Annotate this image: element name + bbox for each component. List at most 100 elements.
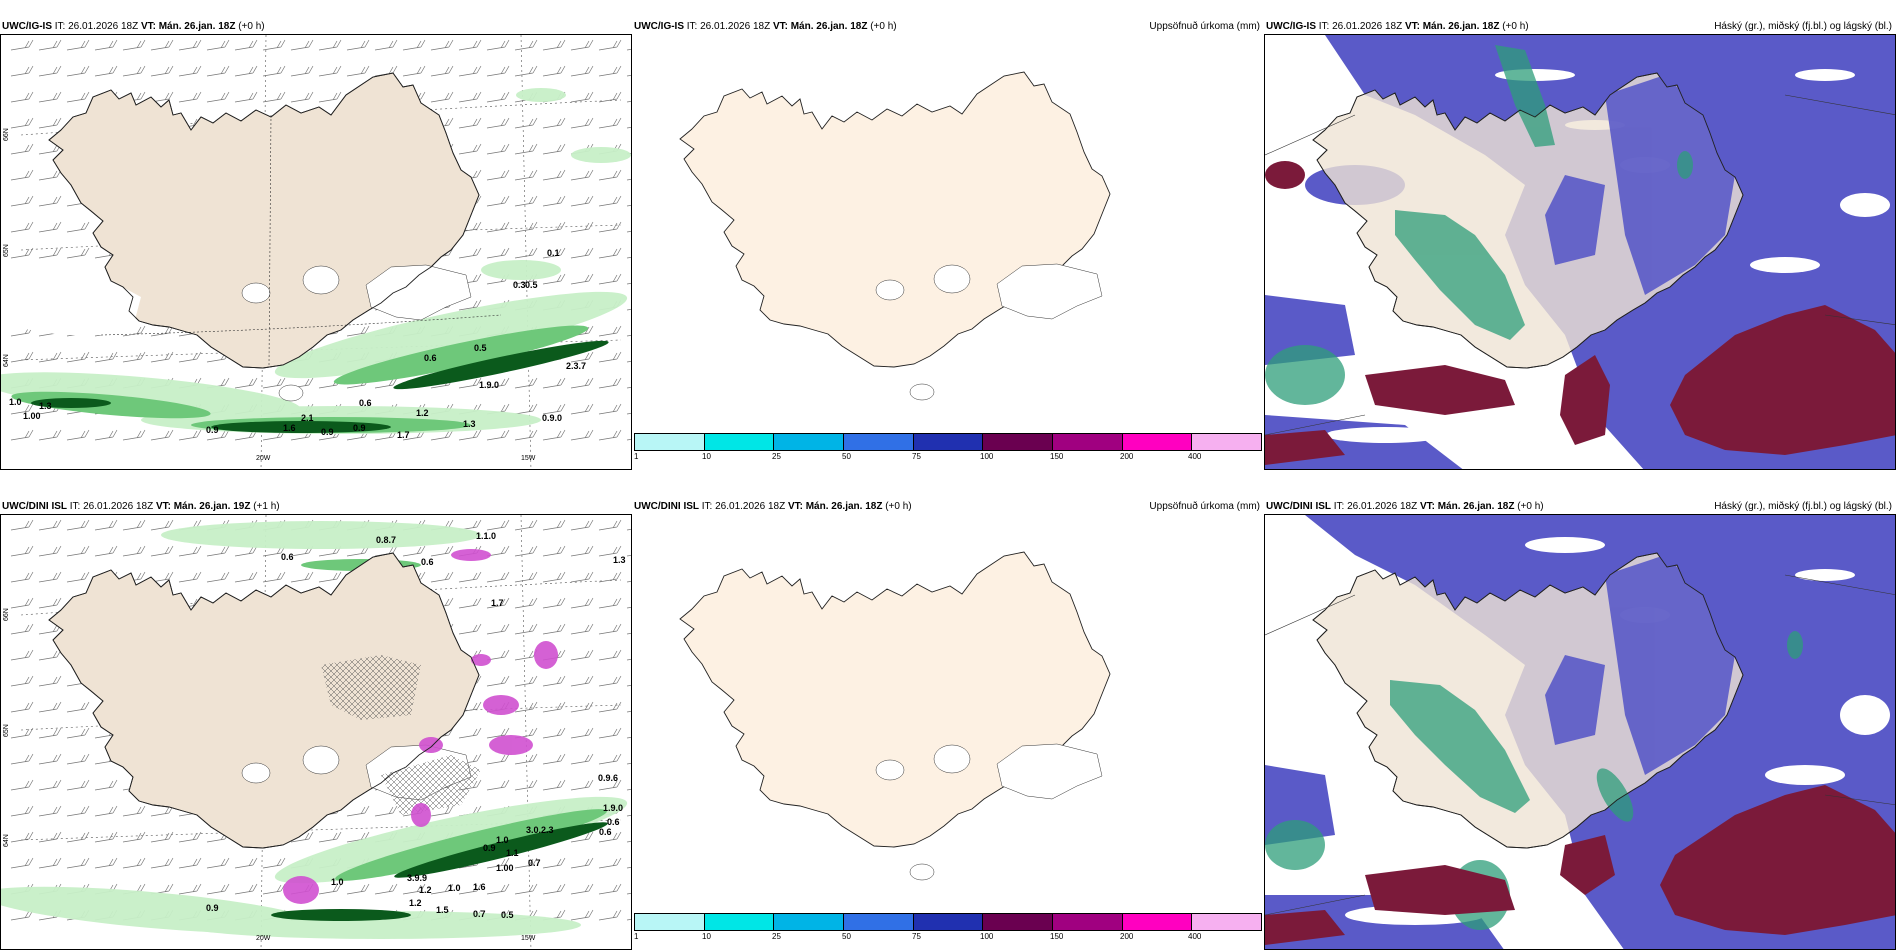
model-name: UWC/IG-IS — [1266, 21, 1316, 32]
wind-barb — [262, 883, 286, 895]
map-frame[interactable] — [1264, 514, 1896, 950]
wind-barb — [122, 429, 146, 441]
map-frame[interactable] — [632, 34, 1264, 434]
precip-value: 1.3 — [463, 419, 476, 429]
wind-barb — [290, 831, 314, 843]
wind-barb — [10, 805, 34, 817]
wind-barb — [486, 675, 510, 687]
wind-barb — [458, 571, 482, 583]
wind-barb — [542, 597, 566, 609]
precip-value: 0.9 — [206, 903, 219, 913]
wind-barb — [598, 701, 622, 713]
wind-barb — [10, 429, 34, 441]
wind-barb — [570, 623, 594, 635]
map-frame[interactable] — [1264, 34, 1896, 470]
wind-barb — [626, 554, 631, 557]
wind-barb — [542, 753, 566, 765]
wind-barb — [178, 39, 202, 51]
wind-barb — [38, 831, 62, 843]
wind-barb — [514, 623, 538, 635]
wind-barb — [10, 195, 34, 207]
model-name: UWC/DINI ISL — [2, 501, 67, 512]
wind-barb — [10, 403, 34, 415]
wind-barb — [10, 727, 34, 739]
panel-bottom-right: UWC/DINI ISL IT: 26.01.2026 18Z VT: Mán.… — [1264, 480, 1896, 950]
wind-barb — [514, 169, 538, 181]
wind-barb — [570, 403, 594, 415]
precip-value: 0.9 — [353, 423, 366, 433]
wind-barb — [234, 91, 258, 103]
wind-barb — [570, 753, 594, 765]
wind-barb — [598, 519, 622, 531]
wind-precip-map — [1, 35, 631, 469]
colorbar-label: 10 — [702, 452, 711, 461]
precip-value: 0.6 — [599, 827, 612, 837]
panel-title: UWC/IG-IS IT: 26.01.2026 18Z VT: Mán. 26… — [2, 21, 265, 33]
wind-barb — [626, 658, 631, 661]
wind-barb — [570, 909, 594, 921]
wind-barb — [542, 857, 566, 869]
wind-barb — [542, 117, 566, 129]
wind-barb — [598, 727, 622, 739]
wind-barb — [626, 126, 631, 129]
map-frame[interactable]: 0.6 0.8.7 1.1.0 0.6 1.3 1.7 0.9.6 1.9.0 … — [0, 514, 632, 950]
vt-label: VT: — [155, 501, 171, 512]
panel-top-left: UWC/IG-IS IT: 26.01.2026 18Z VT: Mán. 26… — [0, 0, 632, 470]
wind-barb — [122, 857, 146, 869]
lat-label: 66N — [3, 608, 10, 621]
wind-barb — [598, 649, 622, 661]
wind-barb — [430, 805, 454, 817]
colorbar-label: 10 — [702, 932, 711, 941]
wind-barb — [626, 438, 631, 441]
colorbar-segment — [1122, 914, 1193, 930]
wind-barb — [570, 377, 594, 389]
wind-barb — [598, 831, 622, 843]
wind-barb — [66, 247, 90, 259]
precip-map — [679, 551, 1111, 881]
wind-barb — [234, 39, 258, 51]
map-frame[interactable]: 0.1 0.3 0.5 0.6 0.5 2.3.7 1.9.0 0.6 1.3 … — [0, 34, 632, 470]
wind-barb — [290, 571, 314, 583]
wind-barb — [626, 580, 631, 583]
wind-barb — [570, 857, 594, 869]
wind-barb — [598, 169, 622, 181]
wind-barb — [598, 623, 622, 635]
wind-barb — [598, 377, 622, 389]
wind-barb — [626, 736, 631, 739]
wind-barb — [626, 178, 631, 181]
wind-barb — [514, 377, 538, 389]
map-frame[interactable] — [632, 514, 1264, 914]
wind-barb — [206, 857, 230, 869]
wind-barb — [486, 91, 510, 103]
wind-barb — [514, 519, 538, 531]
wind-barb — [178, 857, 202, 869]
wind-barb — [430, 545, 454, 557]
wind-barb — [38, 195, 62, 207]
wind-barb — [206, 545, 230, 557]
wind-barb — [514, 701, 538, 713]
wind-barb — [66, 805, 90, 817]
colorbar-segment — [774, 914, 845, 930]
panel-right-title: Háský (gr.), miðský (fj.bl.) og lágský (… — [1714, 501, 1892, 512]
model-name: UWC/DINI ISL — [1266, 501, 1331, 512]
precip-value: 0.6 — [281, 552, 294, 562]
wind-barb — [10, 571, 34, 583]
precip-value: 1.6 — [283, 423, 296, 433]
panel-right-title: Háský (gr.), miðský (fj.bl.) og lágský (… — [1714, 21, 1892, 32]
wind-barb — [122, 351, 146, 363]
precip-value: 1.0 — [496, 835, 509, 845]
wind-barb — [402, 65, 426, 77]
wind-barb — [66, 65, 90, 77]
wind-barb — [598, 221, 622, 233]
forecast-offset: (+0 h) — [1514, 501, 1544, 512]
wind-barb — [570, 169, 594, 181]
colorbar-label: 100 — [980, 452, 994, 461]
vt-label: VT: — [772, 21, 788, 32]
wind-barb — [570, 39, 594, 51]
lat-label: 65N — [3, 724, 10, 737]
wind-barb — [458, 247, 482, 259]
wind-barb — [486, 247, 510, 259]
wind-barb — [514, 195, 538, 207]
valid-time: Mán. 26.jan. 18Z — [1419, 21, 1500, 32]
wind-barb — [10, 857, 34, 869]
